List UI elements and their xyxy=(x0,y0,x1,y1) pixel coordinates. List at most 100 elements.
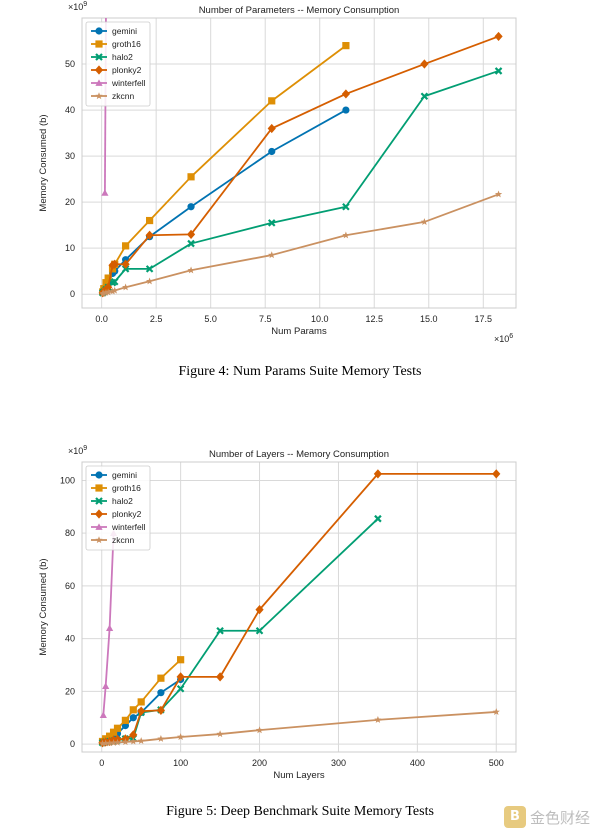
y-axis-label: Memory Consumed (b) xyxy=(38,114,49,211)
y-tick-label: 100 xyxy=(60,475,75,485)
legend-marker xyxy=(95,484,103,492)
data-point-zkcnn xyxy=(109,738,118,746)
data-point-winterfell xyxy=(99,711,107,718)
y-tick-label: 80 xyxy=(65,528,75,538)
data-point-halo2 xyxy=(420,92,429,101)
data-point-winterfell xyxy=(102,5,109,11)
series-line-plonky2 xyxy=(102,35,499,294)
data-point-plonky2 xyxy=(156,705,166,715)
chart-title: Number of Layers -- Memory Consumption xyxy=(209,449,389,460)
series-line-plonky2 xyxy=(102,472,497,744)
x-axis-label: Num Params xyxy=(271,326,327,337)
legend-marker xyxy=(95,92,103,100)
legend-label: winterfell xyxy=(111,522,146,532)
data-point-plonky2 xyxy=(176,672,185,682)
legend-marker xyxy=(95,40,103,48)
x-tick-label: 5.0 xyxy=(204,314,217,324)
legend-marker xyxy=(95,27,103,35)
data-point-zkcnn xyxy=(121,738,130,746)
plot-area xyxy=(98,469,501,748)
data-point-zkcnn xyxy=(342,231,350,239)
data-point-groth16 xyxy=(146,216,154,225)
data-point-halo2 xyxy=(342,202,350,211)
series-line-winterfell xyxy=(102,533,115,716)
figure-caption: Figure 4: Num Params Suite Memory Tests xyxy=(178,364,422,379)
x-tick-label: 15.0 xyxy=(420,314,438,324)
y-tick-label: 40 xyxy=(65,634,75,644)
y-axis-label: Memory Consumed (b) xyxy=(38,558,49,655)
series-winterfell xyxy=(99,529,118,718)
legend-item-winterfell: winterfell xyxy=(91,522,146,532)
x-tick-label: 500 xyxy=(489,758,504,768)
data-point-zkcnn xyxy=(104,288,112,296)
x-tick-label: 300 xyxy=(331,758,346,768)
data-point-groth16 xyxy=(342,42,350,50)
legend-item-groth16: groth16 xyxy=(91,39,141,49)
legend-item-winterfell: winterfell xyxy=(91,78,146,88)
data-point-zkcnn xyxy=(216,730,224,738)
data-point-groth16 xyxy=(113,724,122,732)
data-point-zkcnn xyxy=(157,735,165,742)
series-halo2 xyxy=(98,67,503,297)
data-point-zkcnn xyxy=(374,716,382,723)
data-point-zkcnn xyxy=(106,739,114,747)
data-point-halo2 xyxy=(494,67,503,75)
data-point-zkcnn xyxy=(102,289,110,296)
legend-label: groth16 xyxy=(112,483,141,493)
series-plonky2 xyxy=(98,469,501,748)
plot-frame xyxy=(81,461,517,753)
data-point-groth16 xyxy=(157,674,165,682)
legend-label: plonky2 xyxy=(112,65,142,75)
watermark: B 金色财经 xyxy=(503,806,590,828)
legend-marker xyxy=(95,523,103,530)
legend-item-groth16: groth16 xyxy=(91,483,141,493)
data-point-halo2 xyxy=(145,265,154,273)
data-point-groth16 xyxy=(121,716,129,724)
series-plonky2 xyxy=(98,31,503,298)
data-point-groth16 xyxy=(129,706,137,714)
data-point-groth16 xyxy=(104,274,112,282)
data-point-plonky2 xyxy=(110,259,119,269)
data-point-groth16 xyxy=(187,173,195,181)
data-point-groth16 xyxy=(268,97,276,105)
figure-num-params: 0.0 2.5 5.0 7.5 10.0 12.5 15.0 17.5 0 10 20 30 40 50 N… xyxy=(0,0,600,390)
x-tick-label: 10.0 xyxy=(311,314,329,324)
y-tick-label: 0 xyxy=(70,739,75,749)
data-point-zkcnn xyxy=(113,738,122,746)
data-point-plonky2 xyxy=(121,259,130,269)
data-point-halo2 xyxy=(121,265,130,273)
data-point-plonky2 xyxy=(373,469,383,479)
data-point-winterfell xyxy=(102,682,110,689)
data-point-gemini xyxy=(129,714,137,722)
data-point-plonky2 xyxy=(267,123,276,134)
data-point-zkcnn xyxy=(187,266,195,274)
legend-label: halo2 xyxy=(112,52,133,62)
data-point-plonky2 xyxy=(492,469,501,479)
y-tick-label: 0 xyxy=(70,289,75,299)
x-tick-label: 12.5 xyxy=(365,314,383,324)
legend-label: winterfell xyxy=(111,78,146,88)
data-point-zkcnn xyxy=(255,726,264,734)
data-point-zkcnn xyxy=(98,739,107,747)
series-gemini xyxy=(99,106,350,297)
series-zkcnn xyxy=(99,190,503,297)
data-point-plonky2 xyxy=(215,672,225,682)
data-point-zkcnn xyxy=(177,733,185,741)
data-point-winterfell xyxy=(101,189,109,196)
chart-num-params: 0.0 2.5 5.0 7.5 10.0 12.5 15.0 17.5 0 10 20 30 40 50 N… xyxy=(38,1,517,344)
series-line-zkcnn xyxy=(102,193,499,295)
legend-marker xyxy=(95,471,103,479)
legend-item-gemini: gemini xyxy=(91,26,137,36)
y-axis-multiplier: ×109 xyxy=(68,445,87,456)
data-point-zkcnn xyxy=(100,289,108,297)
legend-label: zkcnn xyxy=(112,535,134,545)
data-point-halo2 xyxy=(255,626,264,635)
x-axis-label: Num Layers xyxy=(273,770,324,781)
legend-item-zkcnn: zkcnn xyxy=(91,91,134,101)
data-point-halo2 xyxy=(374,514,382,523)
data-point-zkcnn xyxy=(102,739,110,747)
data-point-zkcnn xyxy=(108,287,117,295)
x-tick-label: 17.5 xyxy=(475,314,493,324)
data-point-zkcnn xyxy=(111,286,119,294)
data-point-groth16 xyxy=(106,732,114,740)
